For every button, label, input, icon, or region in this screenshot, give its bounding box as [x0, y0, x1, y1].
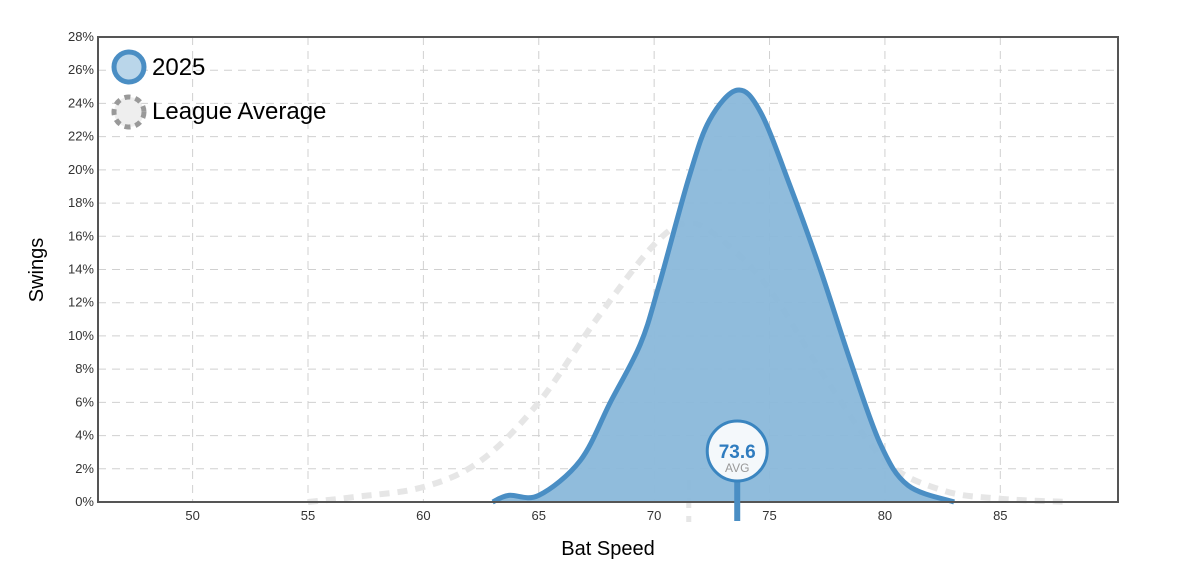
y-tick-label: 18% — [68, 195, 94, 210]
x-tick-label: 75 — [762, 508, 776, 523]
legend-league-label: League Average — [152, 98, 326, 125]
x-tick-label: 65 — [532, 508, 546, 523]
y-tick-label: 12% — [68, 295, 94, 310]
plot-frame — [97, 36, 1119, 503]
y-tick-label: 14% — [68, 262, 94, 277]
y-tick-label: 8% — [75, 361, 94, 376]
x-tick-label: 60 — [416, 508, 430, 523]
legend-2025-label: 2025 — [152, 54, 205, 81]
series-2025-line — [491, 87, 955, 505]
y-tick-label: 26% — [68, 62, 94, 77]
x-tick-label: 50 — [185, 508, 199, 523]
x-tick-label: 55 — [301, 508, 315, 523]
y-axis-label: Swings — [26, 238, 48, 302]
avg-label: AVG — [725, 461, 749, 475]
x-tick-label: 85 — [993, 508, 1007, 523]
league-average-line — [307, 220, 1070, 505]
y-tick-label: 22% — [68, 129, 94, 144]
y-tick-label: 0% — [75, 494, 94, 509]
y-tick-label: 20% — [68, 162, 94, 177]
legend-league-icon — [111, 94, 147, 130]
y-tick-label: 28% — [68, 29, 94, 44]
avg-value: 73.6 — [719, 442, 756, 463]
y-tick-label: 4% — [75, 428, 94, 443]
y-tick-label: 2% — [75, 461, 94, 476]
legend-2025-icon — [111, 49, 147, 85]
x-axis-label: Bat Speed — [561, 538, 654, 560]
y-tick-label: 16% — [68, 228, 94, 243]
series-2025-area — [492, 89, 955, 503]
y-tick-label: 10% — [68, 328, 94, 343]
y-tick-label: 6% — [75, 394, 94, 409]
avg-marker-circle — [705, 419, 769, 483]
x-tick-label: 70 — [647, 508, 661, 523]
y-tick-label: 24% — [68, 95, 94, 110]
x-tick-label: 80 — [878, 508, 892, 523]
